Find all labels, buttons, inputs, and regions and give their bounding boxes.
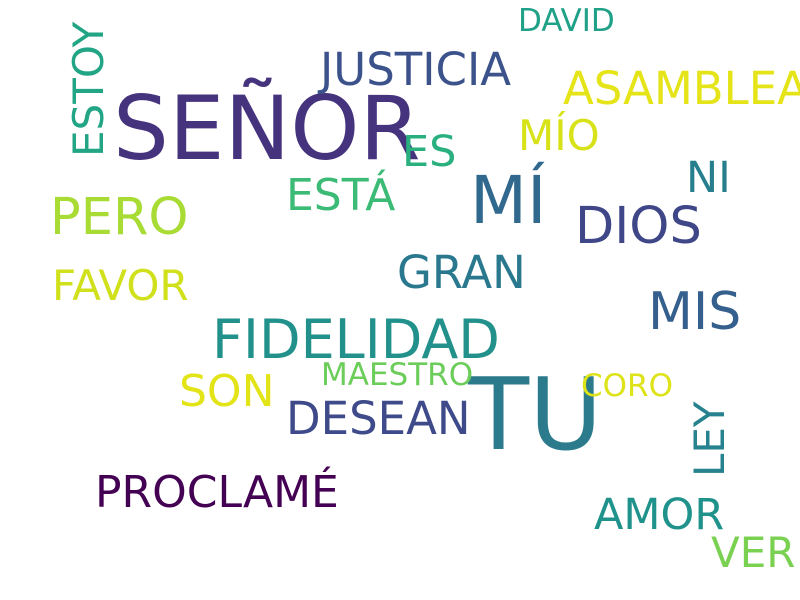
word-fidelidad: FIDELIDAD	[212, 308, 500, 371]
word-coro: CORO	[581, 368, 673, 404]
word-david: DAVID	[518, 3, 615, 39]
word-tu: TU	[468, 356, 603, 473]
word-asamblea: ASAMBLEA	[563, 62, 800, 115]
word-ley: LEY	[685, 401, 734, 477]
word-mis: MIS	[648, 282, 742, 342]
word-mio: MÍO	[518, 111, 600, 160]
word-gran: GRAN	[397, 246, 526, 299]
word-esta: ESTÁ	[286, 170, 396, 221]
word-amor: AMOR	[594, 490, 725, 540]
word-mi: MÍ	[470, 162, 547, 239]
word-pero: PERO	[50, 188, 189, 247]
word-favor: FAVOR	[52, 261, 189, 310]
word-estoy: ESTOY	[64, 21, 113, 157]
word-maestro: MAESTRO	[321, 357, 474, 393]
word-proclame: PROCLAMÉ	[95, 467, 339, 518]
word-dios: DIOS	[575, 197, 702, 256]
word-ver: VER	[711, 528, 796, 577]
word-es: ES	[402, 127, 457, 177]
word-son: SON	[179, 366, 275, 417]
word-justicia: JUSTICIA	[320, 43, 512, 96]
word-desean: DESEAN	[286, 392, 471, 445]
word-senor: SEÑOR	[113, 77, 421, 180]
word-ni: NI	[686, 153, 731, 203]
